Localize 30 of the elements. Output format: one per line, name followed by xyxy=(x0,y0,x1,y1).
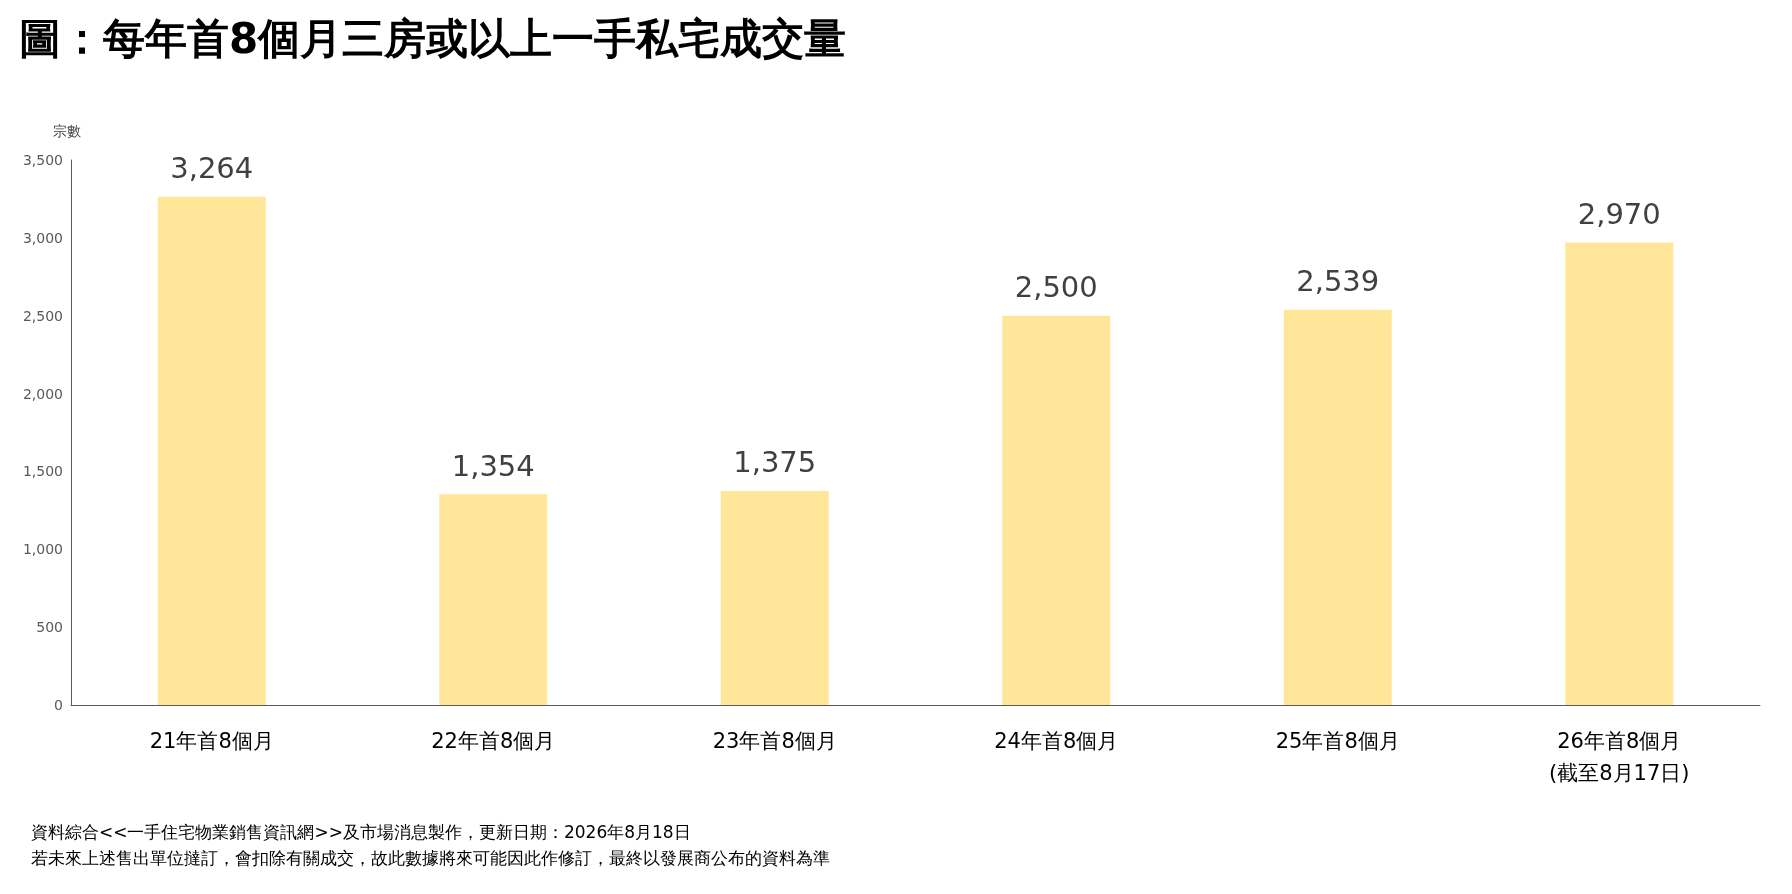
x-tick-label: 21年首8個月 xyxy=(149,729,274,753)
data-label: 1,375 xyxy=(733,445,817,480)
data-label: 2,970 xyxy=(1577,197,1661,232)
data-label: 3,264 xyxy=(170,151,254,186)
y-tick-label: 3,000 xyxy=(22,229,63,246)
bar xyxy=(1283,309,1392,705)
x-tick-label: 25年首8個月 xyxy=(1275,729,1400,753)
text: 資料綜合<<一手住宅物業銷售資訊網>>及市場消息製作，更新日期：2026年8月18日 xyxy=(31,821,691,842)
data-label: 2,539 xyxy=(1296,264,1380,299)
bar xyxy=(1565,242,1674,705)
chart-title: 圖：每年首8個月三房或以上一手私宅成交量 xyxy=(19,13,847,63)
y-tick-label: 2,500 xyxy=(22,307,63,324)
x-tick-label: 24年首8個月 xyxy=(994,729,1119,753)
text: 若未來上述售出單位撻訂，會扣除有關成交，故此數據將來可能因此作修訂，最終以發展商公布的資料為準 xyxy=(31,847,830,868)
data-label: 1,354 xyxy=(451,448,535,483)
y-tick-label: 2,000 xyxy=(22,385,63,402)
x-tick-label: 26年首8個月 (截至8月17日) xyxy=(1549,729,1690,785)
x-tick-label: 22年首8個月 xyxy=(431,729,556,753)
bar xyxy=(720,490,829,705)
bar xyxy=(439,494,548,705)
x-tick-label: 23年首8個月 xyxy=(712,729,837,753)
data-label: 2,500 xyxy=(1014,270,1098,305)
y-tick-label: 0 xyxy=(54,697,63,713)
y-tick-label: 1,000 xyxy=(22,541,63,558)
bar xyxy=(157,196,266,705)
y-tick-label: 1,500 xyxy=(22,463,63,480)
y-tick-label: 500 xyxy=(36,619,63,636)
bar xyxy=(1002,315,1111,705)
y-axis-title: 宗數 xyxy=(53,123,81,139)
y-tick-label: 3,500 xyxy=(22,152,63,168)
